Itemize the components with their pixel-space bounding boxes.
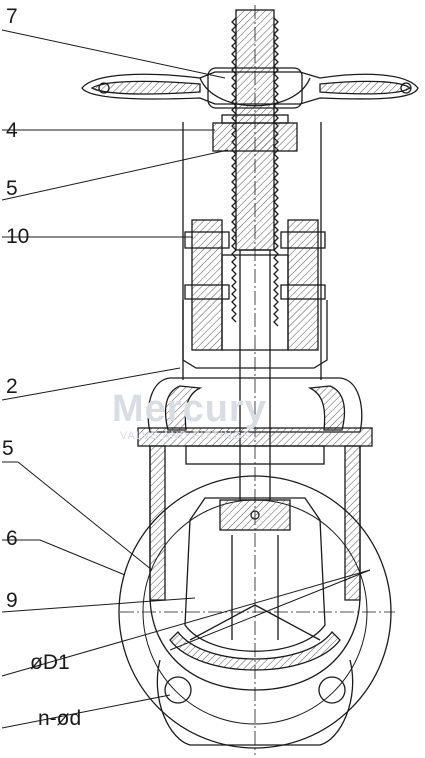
callout-nod: n-ød [38,707,82,730]
gland-assembly [182,219,328,369]
callout-2: 2 [6,375,18,398]
threaded-stem [231,5,279,755]
callout-6: 6 [6,527,18,550]
stem-nut [212,114,298,152]
watermark-tagline: VALVE AND FITTINGS [120,430,251,442]
leader-lines [1,29,371,729]
callout-4: 4 [6,119,18,142]
bonnet [137,377,373,465]
callout-od1: øD1 [30,651,70,674]
callout-9: 9 [6,589,18,612]
valve-body [118,445,395,749]
handwheel [81,67,419,109]
callout-5-bottom: 5 [2,437,14,460]
callout-10: 10 [6,225,30,248]
callout-7: 7 [6,5,18,28]
callout-5-top: 5 [6,177,18,200]
watermark-brand: Mercury [112,388,267,430]
gate-wedge [169,497,341,671]
